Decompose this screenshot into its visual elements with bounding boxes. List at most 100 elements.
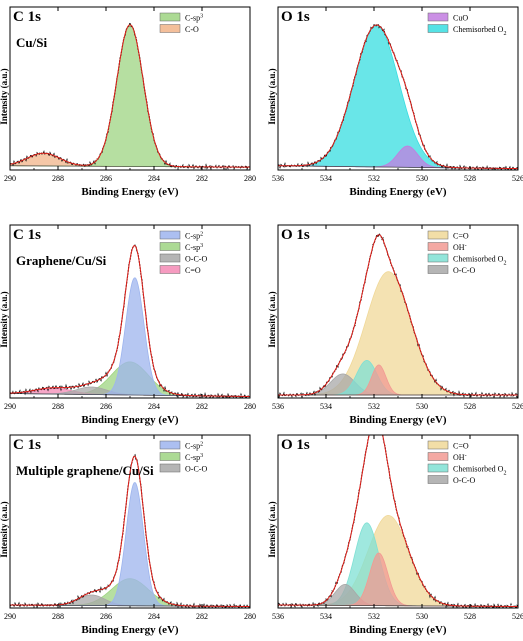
- legend-swatch: [427, 463, 449, 473]
- x-tick-label: 536: [272, 612, 284, 621]
- legend-label: C-sp3: [185, 453, 203, 462]
- peak-c-o: [278, 515, 518, 607]
- x-tick-label: 284: [148, 174, 160, 183]
- panel-subtitle: Multiple graphene/Cu/Si: [16, 463, 154, 478]
- x-tick-label: 288: [52, 174, 64, 183]
- legend-label: C-sp3: [185, 243, 203, 252]
- x-tick-label: 532: [368, 402, 380, 411]
- x-tick-label: 286: [100, 402, 112, 411]
- legend: C-sp2 C-sp3 O-C-O C=O: [159, 230, 207, 275]
- plot-area: [278, 232, 518, 398]
- legend-swatch: [427, 265, 449, 274]
- x-axis-title: Binding Energy (eV): [349, 186, 447, 198]
- legend-label: C=O: [453, 442, 469, 451]
- legend: C-sp2 C-sp3 O-C-O: [159, 440, 207, 474]
- legend-label: Chemisorbed O2: [453, 465, 506, 477]
- legend-label: CuO: [453, 14, 468, 23]
- legend-swatch: [159, 12, 181, 22]
- x-tick-label: 536: [272, 402, 284, 411]
- x-tick-label: 286: [100, 174, 112, 183]
- legend-swatch: [159, 440, 181, 450]
- x-tick-label: 280: [244, 612, 256, 621]
- fit-envelope-line: [10, 245, 250, 397]
- y-axis-title: Intensity (a.u.): [0, 291, 9, 347]
- plot-area: [10, 244, 250, 398]
- fit-envelope-line: [278, 435, 518, 607]
- x-axis-title: Binding Energy (eV): [81, 414, 179, 426]
- peak-c-sp2: [10, 277, 250, 397]
- x-tick-label: 528: [464, 174, 476, 183]
- x-tick-label: 536: [272, 174, 284, 183]
- legend-swatch: [159, 265, 181, 274]
- x-tick-label: 534: [320, 612, 332, 621]
- legend-swatch: [427, 253, 449, 263]
- legend-swatch: [427, 452, 449, 461]
- x-tick-label: 280: [244, 174, 256, 183]
- legend-swatch: [427, 12, 449, 22]
- legend-swatch: [159, 463, 181, 473]
- panel-title: C 1s: [13, 437, 41, 453]
- y-axis-title: Intensity (a.u.): [0, 501, 9, 557]
- legend: C=O OH- Chemisorbed O2O-C-O: [427, 440, 506, 485]
- legend-label: C-sp3: [185, 14, 203, 23]
- x-tick-label: 290: [4, 402, 16, 411]
- x-axis-title: Binding Energy (eV): [81, 624, 179, 636]
- x-tick-label: 526: [512, 612, 523, 621]
- legend: CuO Chemisorbed O2: [427, 12, 506, 37]
- legend-label: C-sp2: [185, 232, 203, 241]
- legend-label: O-C-O: [453, 476, 475, 485]
- legend-swatch: [427, 242, 449, 251]
- legend-swatch: [427, 230, 449, 240]
- legend-swatch: [427, 24, 449, 33]
- raw-data-line: [10, 20, 250, 170]
- panel-3: 290 288 286 284 282 280 Binding Energy (eV) Int…: [0, 224, 256, 426]
- legend-label: O-C-O: [185, 255, 207, 264]
- x-tick-label: 530: [416, 402, 428, 411]
- fit-envelope-line: [278, 24, 518, 170]
- x-tick-label: 284: [148, 402, 160, 411]
- x-tick-label: 534: [320, 402, 332, 411]
- panel-title: C 1s: [13, 9, 41, 25]
- y-axis-title: Intensity (a.u.): [267, 291, 277, 347]
- x-tick-label: 532: [368, 612, 380, 621]
- x-tick-label: 280: [244, 402, 256, 411]
- x-tick-label: 528: [464, 402, 476, 411]
- panel-subtitle: Cu/Si: [16, 35, 47, 50]
- legend-label: C-O: [185, 25, 199, 34]
- legend-label: C=O: [453, 232, 469, 241]
- plot-area: [10, 20, 250, 170]
- y-axis-title: Intensity (a.u.): [267, 68, 277, 124]
- x-tick-label: 286: [100, 612, 112, 621]
- x-axis-title: Binding Energy (eV): [349, 414, 447, 426]
- panel-6: 536 534 532 530 528 526 Binding Energy (eV) Int…: [267, 434, 523, 636]
- x-tick-label: 282: [196, 612, 208, 621]
- legend-label: OH-: [453, 453, 467, 462]
- x-tick-label: 530: [416, 174, 428, 183]
- peak-c-sp2: [10, 481, 250, 607]
- legend-label: C-sp2: [185, 442, 203, 451]
- x-tick-label: 288: [52, 402, 64, 411]
- panel-2: 536 534 532 530 528 526 Binding Energy (eV) Int…: [267, 6, 523, 198]
- x-tick-label: 530: [416, 612, 428, 621]
- panel-subtitle: Graphene/Cu/Si: [16, 253, 107, 268]
- panel-1: 290 288 286 284 282 280 Binding Energy (eV) Int…: [0, 6, 256, 198]
- legend: C=O OH- Chemisorbed O2O-C-O: [427, 230, 506, 275]
- x-tick-label: 282: [196, 174, 208, 183]
- plot-area: [278, 23, 518, 170]
- legend-label: OH-: [453, 243, 467, 252]
- legend-swatch: [159, 24, 181, 33]
- x-tick-label: 528: [464, 612, 476, 621]
- x-tick-label: 284: [148, 612, 160, 621]
- y-axis-title: Intensity (a.u.): [0, 68, 9, 124]
- panel-5: 290 288 286 284 282 280 Binding Energy (eV) Int…: [0, 434, 256, 636]
- legend-label: C=O: [185, 266, 201, 275]
- panel-title: C 1s: [13, 227, 41, 243]
- legend-swatch: [159, 253, 181, 263]
- legend-swatch: [427, 440, 449, 450]
- legend: C-sp3 C-O: [159, 12, 203, 34]
- legend-swatch: [427, 475, 449, 484]
- x-axis-title: Binding Energy (eV): [81, 186, 179, 198]
- panel-title: O 1s: [281, 437, 310, 453]
- x-tick-label: 526: [512, 174, 523, 183]
